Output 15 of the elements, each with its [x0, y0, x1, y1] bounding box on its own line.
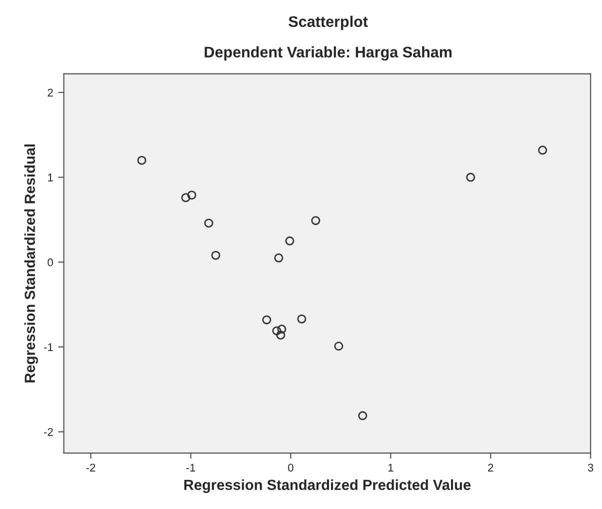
- x-tick-label: 1: [388, 464, 394, 472]
- y-tick-label: -2: [44, 428, 53, 436]
- y-tick-label: 0: [48, 258, 53, 266]
- chart-subtitle: Dependent Variable: Harga Saham: [204, 46, 452, 61]
- y-axis-title: Regression Standardized Residual: [24, 144, 38, 382]
- y-tick-label: -1: [44, 343, 53, 351]
- x-tick-label: 2: [488, 464, 494, 472]
- y-tick-label: 1: [48, 174, 53, 182]
- x-tick-label: -2: [86, 464, 96, 472]
- x-tick-label: 0: [288, 464, 294, 472]
- chart-title: Scatterplot: [288, 16, 368, 30]
- y-tick-label: 2: [48, 88, 53, 96]
- x-tick-label: 3: [588, 464, 594, 472]
- x-tick-label: -1: [186, 464, 196, 472]
- x-axis-title: Regression Standardized Predicted Value: [184, 479, 471, 493]
